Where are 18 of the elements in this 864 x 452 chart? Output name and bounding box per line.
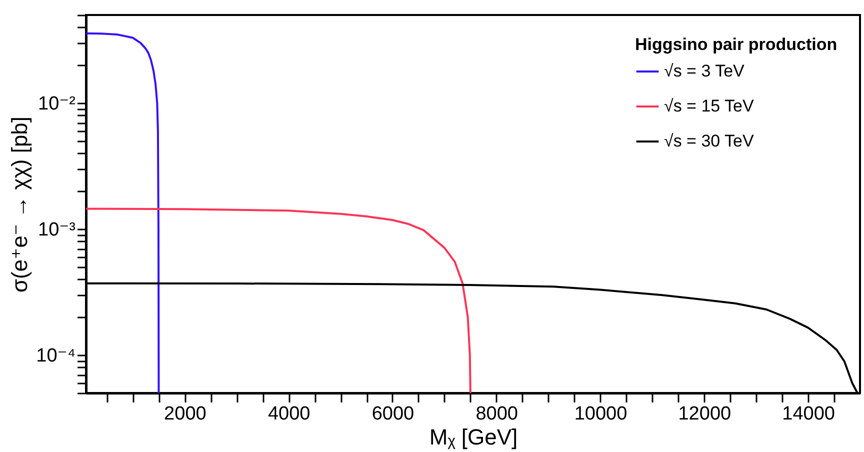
line-series <box>86 208 472 393</box>
x-tick-label: 4000 <box>268 404 310 424</box>
legend-label: √s = 30 TeV <box>664 132 754 150</box>
y-tick-label: 10⁻³ <box>38 220 76 241</box>
x-tick-label: 12000 <box>678 404 732 424</box>
x-tick-label: 10000 <box>574 404 628 424</box>
x-tick-label: 6000 <box>372 404 414 424</box>
legend-label: √s = 15 TeV <box>664 96 754 116</box>
legend-title: Higgsino pair production <box>635 35 838 54</box>
x-tick-label: 2000 <box>164 404 206 424</box>
x-axis-title: Mᵪ [GeV] <box>429 424 518 450</box>
legend-label: √s = 3 TeV <box>664 62 746 80</box>
x-tick-label: 14000 <box>782 404 835 424</box>
y-tick-label: 10⁻⁴ <box>36 346 76 367</box>
y-tick-label: 10⁻² <box>38 94 76 115</box>
line-series <box>86 32 160 393</box>
y-axis-title: σ(e⁺e⁻ → χχ) [pb] <box>7 116 32 293</box>
x-tick-label: 8000 <box>476 404 518 424</box>
